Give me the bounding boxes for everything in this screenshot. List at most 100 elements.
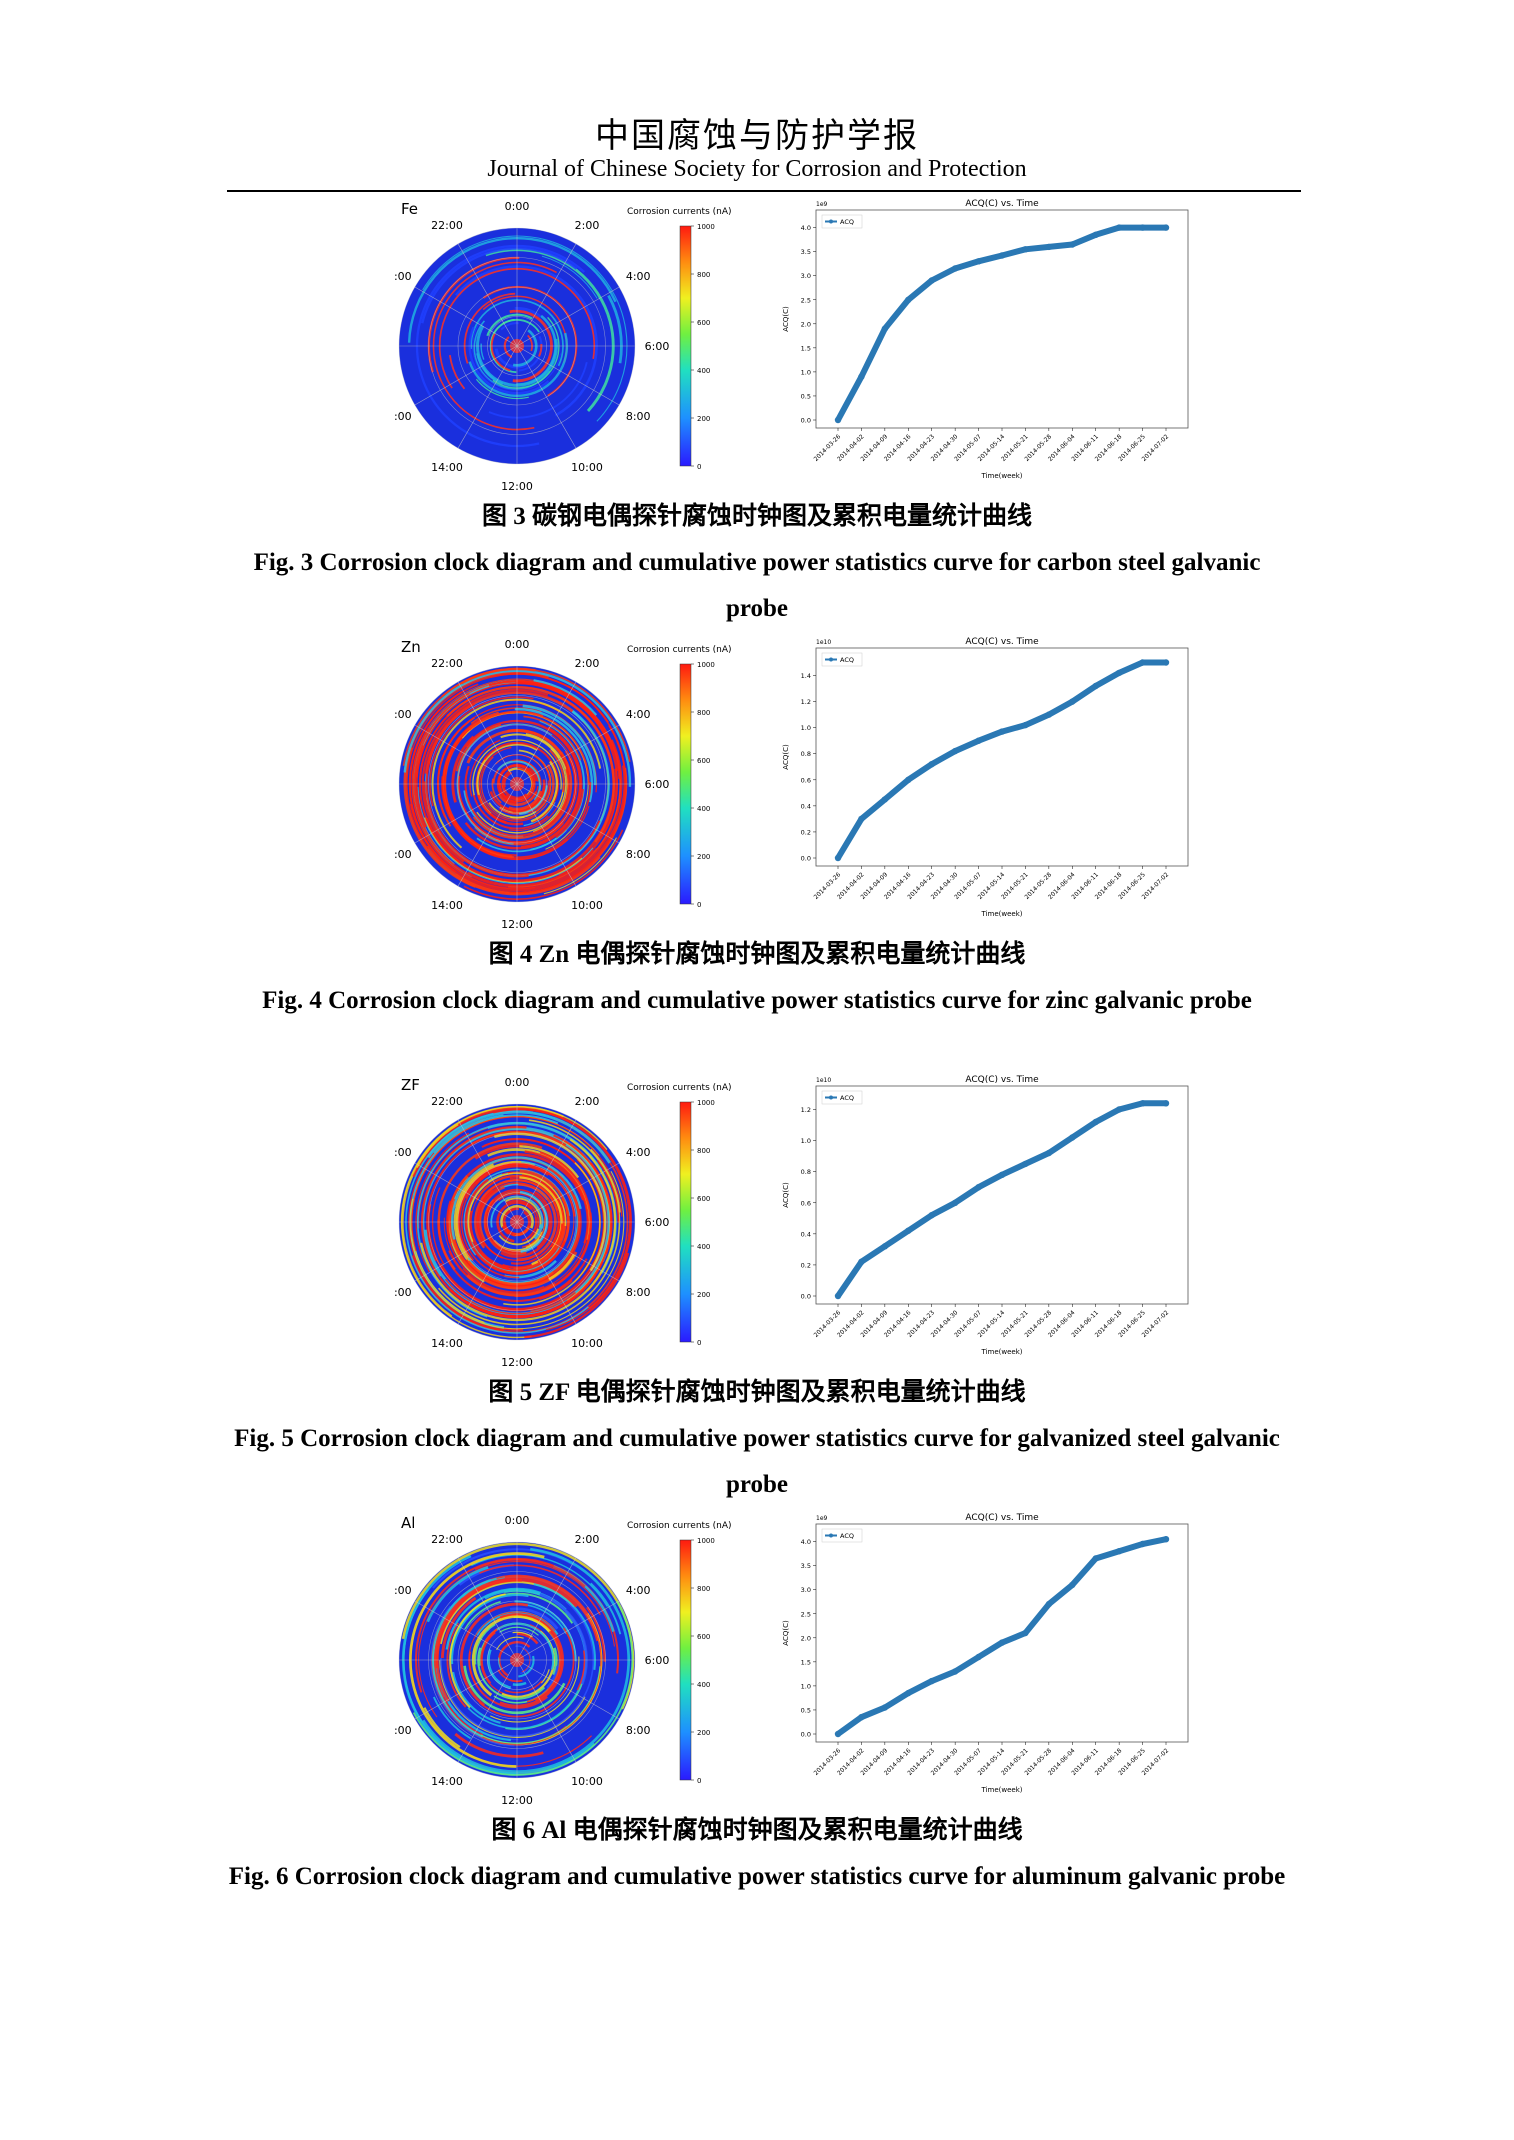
corrosion-arc xyxy=(412,1600,634,1776)
y-tick-label: 0.8 xyxy=(801,1168,811,1176)
corrosion-arc xyxy=(469,711,590,785)
corrosion-arc xyxy=(488,680,621,780)
corrosion-arc xyxy=(440,1596,477,1659)
ring-gridline xyxy=(428,1133,606,1311)
corrosion-arc xyxy=(426,1565,489,1623)
corrosion-arc xyxy=(524,1252,630,1339)
ring-gridline xyxy=(398,665,636,903)
corrosion-arc xyxy=(494,348,528,369)
corrosion-arc xyxy=(500,1190,553,1258)
hour-label: 6:00 xyxy=(645,1654,670,1667)
hour-label: 12:00 xyxy=(501,480,533,493)
corrosion-arc xyxy=(414,745,428,828)
y-tick-label: 2.0 xyxy=(801,320,811,328)
y-axis-label: ACQ(C) xyxy=(782,1182,790,1208)
data-point xyxy=(928,1212,935,1219)
legend-marker xyxy=(829,1533,833,1538)
colorbar-tick-label: 1000 xyxy=(697,661,715,669)
y-axis-label: ACQ(C) xyxy=(782,306,790,332)
corrosion-arc xyxy=(446,1153,585,1244)
corrosion-arc xyxy=(513,1200,564,1269)
data-point xyxy=(998,252,1006,259)
corrosion-arc xyxy=(530,760,558,823)
corrosion-arc xyxy=(468,332,569,398)
corrosion-arc xyxy=(407,237,617,343)
y-tick-label: 1.4 xyxy=(801,672,811,680)
colorbar-tick-label: 600 xyxy=(697,1633,710,1641)
corrosion-arc xyxy=(483,1199,527,1256)
corrosion-arc xyxy=(430,1605,515,1747)
y-tick-label: 0.5 xyxy=(801,1706,811,1714)
x-axis-label: Time(week) xyxy=(981,910,1023,918)
data-point xyxy=(928,277,935,284)
acq-chart: ACQ(C) vs. Time 1e10 0.0 0.2 0.4 0.6 0.8 1.0 1.2… xyxy=(782,1075,1189,1356)
corrosion-arc xyxy=(484,1188,551,1249)
colorbar xyxy=(679,1539,692,1781)
y-tick-label: 4.0 xyxy=(801,224,811,232)
y-tick-label: 0.8 xyxy=(801,750,811,758)
y-tick-label: 1.0 xyxy=(801,1682,811,1690)
corrosion-arc xyxy=(495,754,543,770)
hour-label: 10:00 xyxy=(571,461,603,474)
hour-label: 4:00 xyxy=(626,1146,651,1159)
corrosion-arc xyxy=(480,756,548,821)
corrosion-arc xyxy=(467,849,595,887)
corrosion-arc xyxy=(467,1160,579,1284)
corrosion-arc xyxy=(409,765,626,892)
data-point xyxy=(1162,1536,1170,1543)
probe-label: Fe xyxy=(401,200,418,218)
corrosion-arc xyxy=(548,1253,576,1281)
hour-label: 16:00 xyxy=(395,1724,412,1737)
corrosion-arc xyxy=(403,669,632,787)
ring-gridline xyxy=(428,257,606,435)
corrosion-arc xyxy=(471,1614,552,1697)
hour-label: 6:00 xyxy=(645,340,670,353)
hour-label: 2:00 xyxy=(575,1095,600,1108)
ring-gridline xyxy=(428,695,606,873)
corrosion-arc xyxy=(509,1607,559,1630)
colorbar-tick-label: 200 xyxy=(697,415,710,423)
colorbar-tick-label: 200 xyxy=(697,1291,710,1299)
corrosion-arc xyxy=(468,1210,509,1270)
corrosion-arc xyxy=(431,698,602,849)
data-point xyxy=(858,815,865,823)
corrosion-arc xyxy=(503,1162,601,1306)
journal-title-en: Journal of Chinese Society for Corrosion… xyxy=(487,156,1027,182)
ring-gridline xyxy=(457,724,577,844)
colorbar-tick-label: 800 xyxy=(697,1585,710,1593)
data-point xyxy=(951,747,959,755)
ring-gridline xyxy=(487,1192,547,1252)
corrosion-arc xyxy=(432,1696,472,1740)
corrosion-arc xyxy=(481,1631,496,1684)
corrosion-arc xyxy=(422,1547,630,1773)
corrosion-arc xyxy=(456,723,553,845)
corrosion-arc xyxy=(469,739,501,797)
colorbar xyxy=(679,1101,692,1343)
corrosion-arc xyxy=(490,333,511,372)
caption-cn: 图 5 ZF 电偶探针腐蚀时钟图及累积电量统计曲线 xyxy=(488,1379,1026,1406)
colorbar-label: Corrosion currents (nA) xyxy=(627,1083,732,1093)
data-point xyxy=(998,728,1006,735)
legend-marker xyxy=(829,219,833,224)
y-tick-label: 0.6 xyxy=(801,776,811,784)
corrosion-arc xyxy=(522,704,597,786)
colorbar-label: Corrosion currents (nA) xyxy=(627,1521,732,1531)
corrosion-arc xyxy=(482,1575,602,1745)
corrosion-arc xyxy=(500,322,519,331)
data-point xyxy=(881,1704,889,1711)
caption-cn: 图 6 Al 电偶探针腐蚀时钟图及累积电量统计曲线 xyxy=(491,1817,1023,1844)
corrosion-arc xyxy=(516,1208,532,1237)
plot-frame xyxy=(815,1085,1189,1305)
data-point xyxy=(1115,669,1123,677)
corrosion-arc xyxy=(493,1109,632,1331)
corrosion-arc xyxy=(514,307,542,318)
y-tick-label: 3.5 xyxy=(801,1562,811,1570)
corrosion-arc xyxy=(555,789,585,839)
data-point xyxy=(951,265,959,272)
caption-en: Fig. 5 Corrosion clock diagram and cumul… xyxy=(234,1425,1280,1498)
hour-label: 20:00 xyxy=(395,270,412,283)
scale-label: 1e9 xyxy=(816,201,828,208)
hour-label: 4:00 xyxy=(626,270,651,283)
hour-label: 12:00 xyxy=(501,1356,533,1369)
legend-marker xyxy=(829,657,833,662)
